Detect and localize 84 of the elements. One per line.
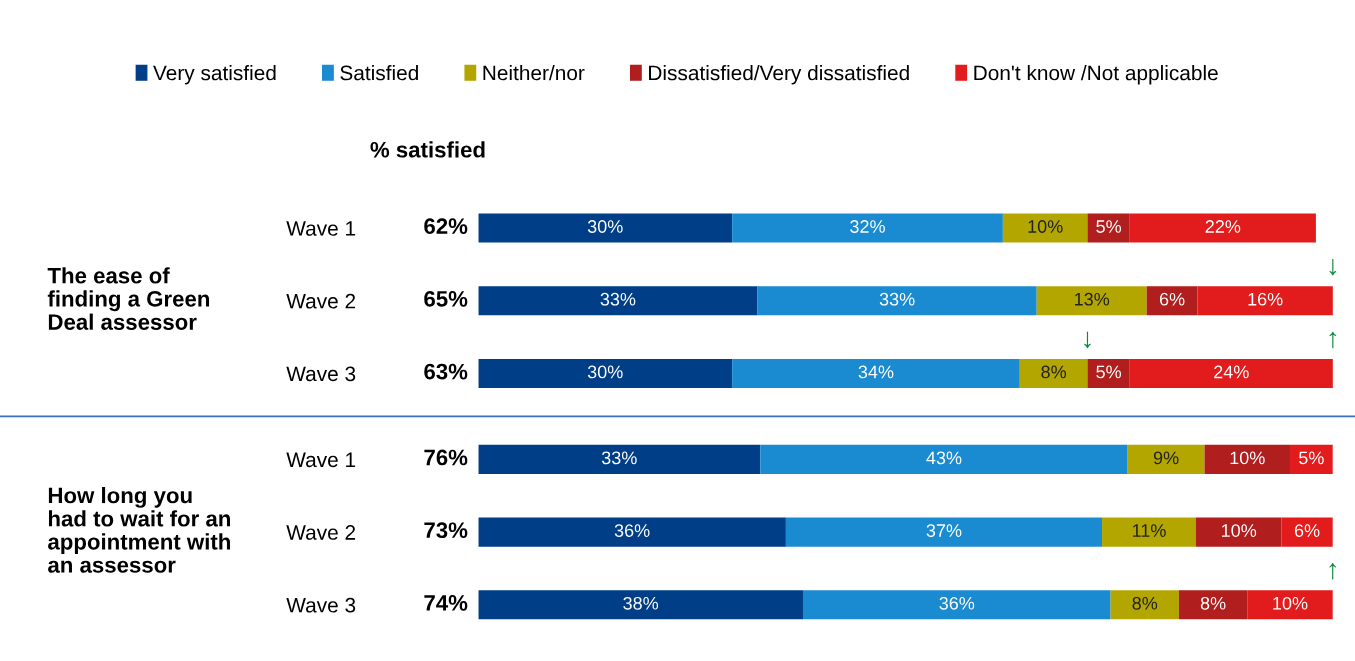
bar [1146, 286, 1198, 316]
bar [1197, 286, 1333, 316]
data-label: 37% [926, 524, 962, 537]
text: 73% [424, 522, 468, 539]
bar [1102, 517, 1196, 547]
bar [1036, 286, 1147, 316]
data-label: 9% [1153, 451, 1179, 465]
bar [732, 213, 1003, 243]
bar [1281, 517, 1333, 547]
bar [1196, 517, 1282, 547]
data-label: 11% [1132, 524, 1166, 537]
data-label: 5% [1096, 220, 1122, 233]
text: 62% [424, 218, 468, 235]
data-label: 33% [879, 292, 915, 306]
bar [1178, 590, 1248, 620]
bar [1129, 358, 1333, 389]
bar [478, 590, 803, 620]
data-label: 43% [926, 451, 962, 465]
data-label: 8% [1132, 596, 1158, 610]
data-label: 5% [1299, 451, 1324, 465]
data-label: 10% [1230, 451, 1265, 465]
annotation: ↑ [1329, 563, 1336, 580]
data-label: 36% [939, 596, 975, 610]
y-tick-label: Wave 2 [286, 525, 356, 540]
data-label: 32% [850, 220, 885, 233]
annotation: ↑ [1329, 331, 1337, 349]
y-tick-label: Wave 1 [286, 452, 356, 468]
y-tick-label: Wave 1 [286, 221, 356, 236]
bar [1204, 444, 1290, 474]
bar [1019, 358, 1088, 389]
text: 65% [424, 290, 468, 307]
data-label: 10% [1273, 596, 1308, 610]
bar [478, 444, 761, 474]
text: How long you had to wait for an appointment with an assessor [48, 487, 230, 573]
bar [478, 286, 758, 316]
data-label: 36% [614, 524, 650, 537]
data-label: 10% [1222, 524, 1257, 537]
annotation: ↓ [1084, 331, 1091, 349]
y-tick-label: Wave 2 [286, 293, 356, 309]
bar [1289, 444, 1333, 474]
legend-label: Satisfied [340, 65, 418, 81]
data-label: 10% [1028, 220, 1063, 233]
bar [1087, 213, 1130, 243]
data-label: 30% [587, 365, 623, 379]
data-label: 33% [600, 292, 636, 306]
bar [802, 590, 1111, 620]
data-label: 22% [1205, 220, 1241, 233]
data-label: 33% [601, 451, 637, 465]
data-label: 16% [1248, 292, 1283, 306]
bar [785, 517, 1103, 547]
legend-label: Don't know /Not applicable [974, 65, 1218, 85]
text: 63% [424, 363, 468, 380]
data-label: 6% [1294, 524, 1320, 537]
bar [1127, 444, 1205, 474]
bar [1002, 213, 1088, 243]
bar [1110, 590, 1179, 620]
text: 76% [424, 449, 468, 466]
bar [478, 517, 786, 547]
annotation: ↓ [1329, 258, 1337, 276]
data-label: 30% [587, 220, 623, 233]
y-tick-label: Wave 3 [286, 597, 356, 613]
legend-label: Very satisfied [153, 65, 276, 85]
legend-label: Dissatisfied/Very dissatisfied [649, 65, 909, 85]
bar [478, 213, 733, 243]
bar [760, 444, 1128, 474]
y-tick-label: Wave 3 [286, 366, 356, 382]
text: 74% [424, 595, 468, 611]
bar [1247, 590, 1333, 620]
legend-label: Neither/nor [483, 65, 585, 81]
data-label: 38% [623, 596, 659, 610]
data-label: 34% [858, 365, 894, 379]
data-label: 6% [1159, 292, 1185, 306]
bar [1087, 358, 1130, 389]
bar [732, 358, 1020, 389]
text: % satisfied [370, 141, 485, 158]
data-label: 5% [1096, 365, 1122, 379]
text: The ease of finding a Green Deal assessor [47, 267, 210, 330]
data-label: 8% [1200, 596, 1226, 610]
bar [478, 358, 733, 389]
bar [757, 286, 1037, 316]
data-label: 24% [1214, 365, 1249, 379]
bar [1129, 213, 1316, 243]
data-label: 8% [1041, 365, 1067, 379]
data-label: 13% [1075, 292, 1110, 306]
